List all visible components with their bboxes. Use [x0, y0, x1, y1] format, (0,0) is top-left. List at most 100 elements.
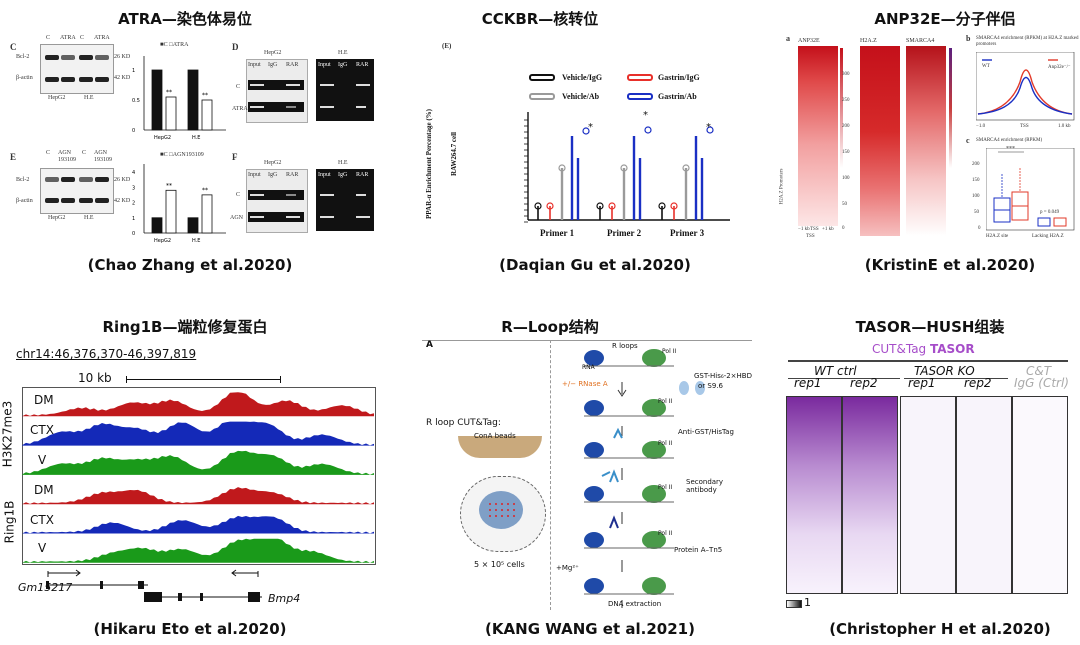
panel-label: A	[426, 340, 433, 350]
point	[534, 202, 542, 210]
y-tick: 0	[978, 226, 981, 231]
scale-value: 1	[804, 596, 811, 609]
legend-entry: Anp32e⁻/⁻	[1048, 65, 1071, 70]
y-tick: 0	[132, 231, 135, 237]
kd-label: 26 KD	[114, 177, 131, 183]
step-label: +/− RNase A	[562, 380, 608, 388]
track-label: CTX	[30, 513, 54, 527]
panel-label: C	[10, 42, 17, 52]
p-value: p = 0.049	[1040, 210, 1060, 215]
gene-models	[46, 569, 262, 602]
coverage-track	[22, 421, 374, 446]
group-label: Ring1B	[2, 500, 17, 544]
bar	[187, 217, 199, 234]
workflow-steps	[584, 349, 705, 608]
workflow-diagram	[584, 349, 705, 608]
row-label: H2A.Z Promoters	[779, 168, 785, 205]
point	[658, 202, 666, 210]
bar-star: **	[166, 182, 172, 189]
lane-label: ATRA	[60, 35, 76, 41]
y-tick: 250	[842, 98, 850, 103]
profile-anp32e	[977, 69, 1073, 115]
heatmap-anp32e	[798, 46, 838, 226]
panel-title: TASOR—HUSH组装	[855, 318, 1005, 336]
bar	[151, 217, 163, 234]
y-tick: 150	[842, 150, 850, 155]
scale-bar	[126, 376, 281, 383]
profile-plot	[976, 52, 1075, 121]
panel-title: R—Loop结构	[501, 318, 599, 336]
kd-label: 42 KD	[114, 75, 131, 81]
gel-col: RAR	[356, 172, 369, 178]
y-tick: 200	[842, 124, 850, 129]
coverage-track	[22, 392, 374, 417]
gel-row: ATRA	[232, 106, 248, 112]
bar-star: **	[202, 187, 208, 194]
gel-col: RAR	[356, 62, 369, 68]
x-tick: HepG2	[154, 135, 171, 141]
track-label: DM	[34, 483, 54, 497]
point	[706, 126, 714, 134]
anp32e-figure: a ANP32E H2A.Z SMARCA4 300 250 200 150 1…	[779, 34, 1080, 242]
panel-label: (E)	[442, 42, 452, 50]
x-tick-label: Primer 2	[607, 228, 642, 238]
lane-label: C	[46, 35, 51, 41]
panel-label: E	[10, 152, 17, 162]
y-tick: 0	[842, 226, 845, 231]
cell-label: HepG2	[264, 160, 282, 166]
y-tick: 1	[132, 68, 135, 74]
gel-col: IgG	[268, 172, 278, 178]
bead-well	[458, 436, 542, 458]
y-axis-label: RAW264.7 cell	[449, 132, 458, 176]
heatmap-igg	[1012, 396, 1068, 594]
y-tick: 150	[972, 178, 980, 183]
bar-star: **	[202, 92, 208, 99]
point	[596, 202, 604, 210]
panel-label: D	[232, 42, 239, 52]
lane-label: C	[46, 150, 51, 156]
y-tick: 2	[132, 201, 135, 207]
bar	[201, 194, 213, 234]
bar	[151, 69, 163, 131]
lane-label: ATRA	[94, 35, 110, 41]
step-label: R loops	[612, 342, 638, 350]
panel-label: F	[232, 152, 238, 162]
step-label: Pol II	[662, 348, 677, 355]
x-tick: −1 kb	[798, 227, 810, 232]
step-label: Pol II	[658, 398, 673, 405]
point	[558, 164, 566, 172]
rep-label: rep1	[794, 376, 822, 390]
y-tick: 1	[132, 216, 135, 222]
x-tick: 1.0 kb	[1058, 124, 1071, 129]
y-tick: 50	[842, 202, 847, 207]
tasor-header-method: CUT&Tag	[872, 342, 930, 356]
cell-label: HepG2	[264, 50, 282, 56]
x-tick-label: Primer 1	[540, 228, 575, 238]
gel-col: IgG	[338, 62, 348, 68]
step-label: Pol II	[658, 484, 673, 491]
kd-label: 42 KD	[114, 198, 131, 204]
y-axis-label: PPAR-α Enrichment Percentage (%)	[424, 109, 433, 219]
panel-title: ANP32E—分子伴侣	[874, 10, 1016, 28]
step-label: or S9.6	[698, 382, 723, 390]
cell-label: H.E	[84, 95, 94, 101]
group-label: C&T	[1026, 364, 1052, 378]
nucleus	[479, 491, 523, 529]
heatmap-smarca4	[906, 46, 946, 236]
x-tick: H.E	[192, 135, 200, 141]
profile-wt	[977, 76, 1073, 115]
color-scale	[786, 600, 802, 608]
track-label: CTX	[30, 423, 54, 437]
tasor-header: CUT&Tag TASOR	[872, 342, 975, 356]
gene-label: Bmp4	[268, 592, 301, 605]
box-plot	[986, 148, 1075, 231]
point	[620, 164, 628, 172]
bar-chart-bottom: ** ** 0 1 2 3 4 HepG2 H.E	[132, 164, 226, 244]
gene-label: Gm15217	[18, 581, 73, 594]
point	[546, 202, 554, 210]
method-label: R loop CUT&Tag:	[426, 418, 501, 428]
legend-swatch	[529, 93, 555, 100]
step-label: Secondary antibody	[686, 478, 724, 494]
gel-col: Input	[248, 62, 261, 68]
panel-title: CCKBR—核转位	[481, 10, 599, 28]
